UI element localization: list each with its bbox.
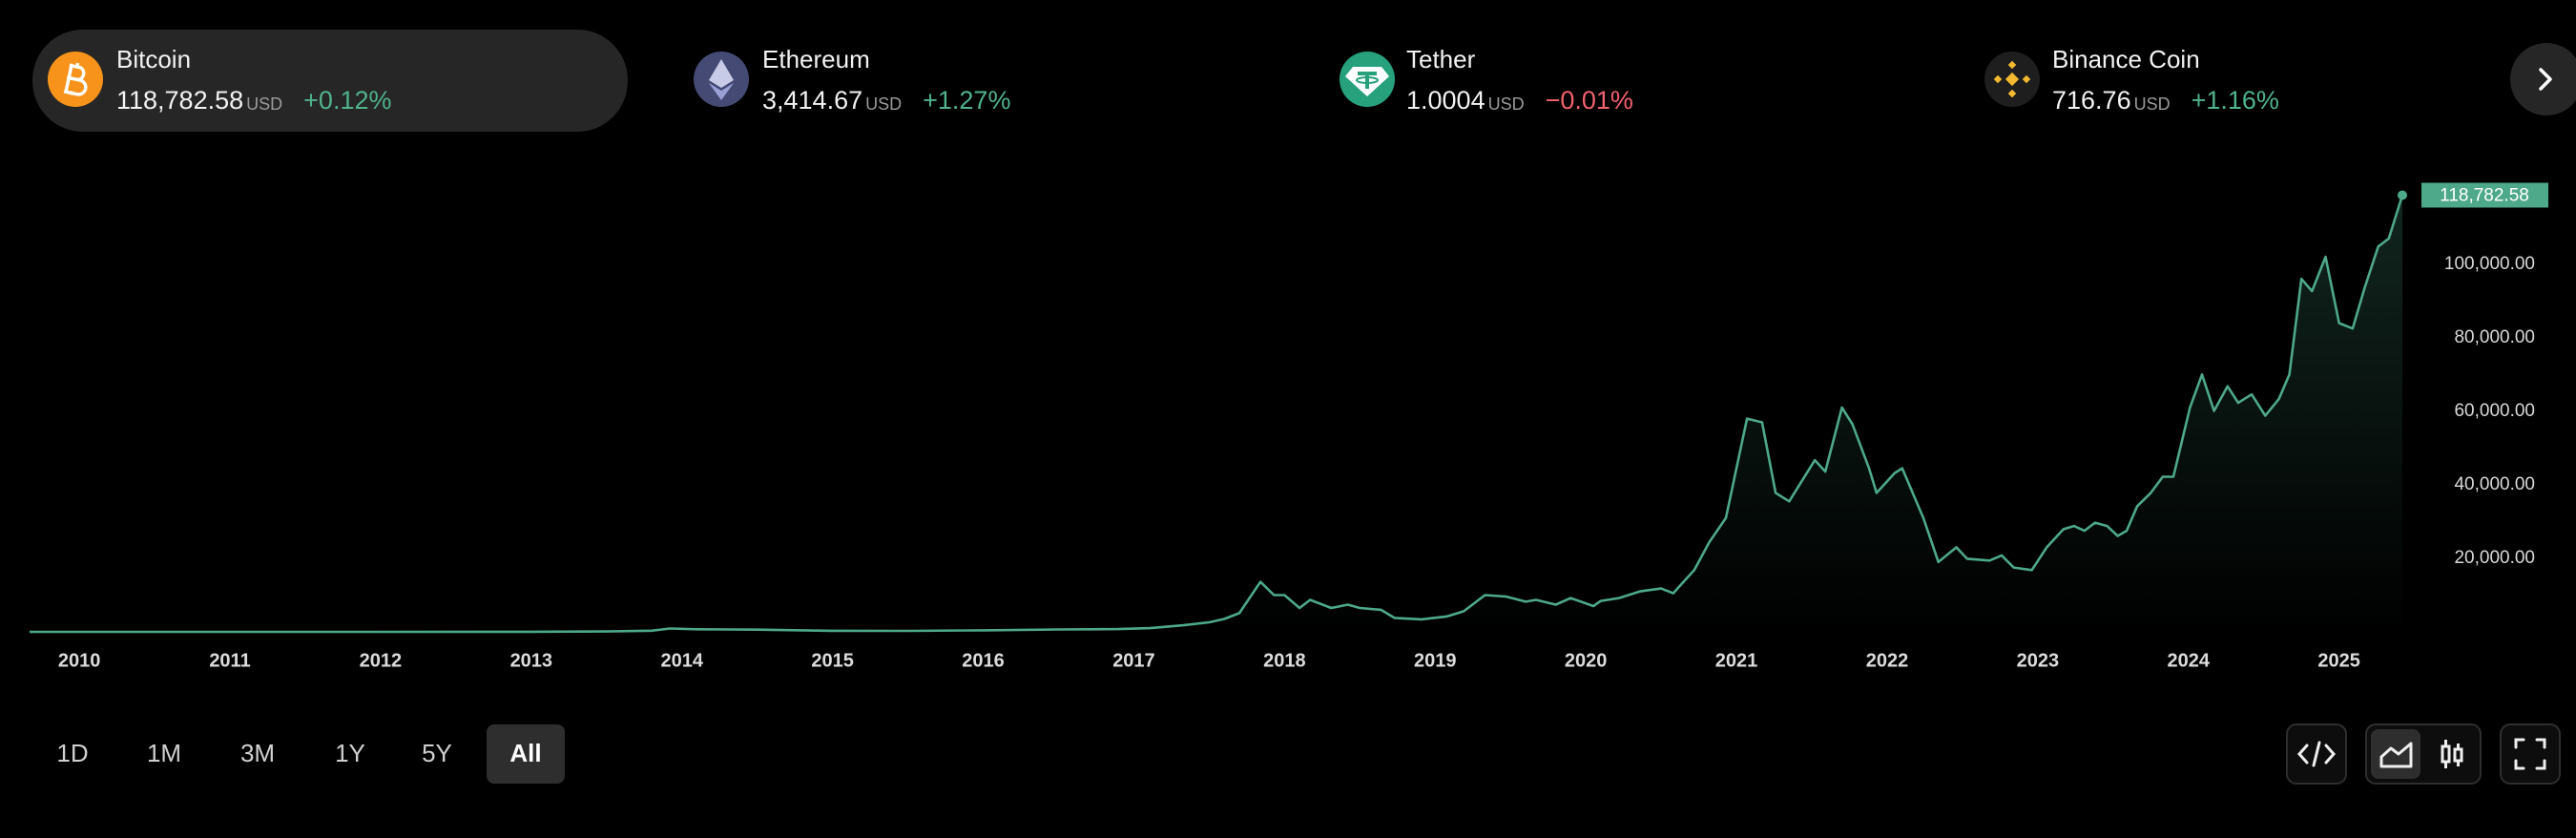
x-tick-label: 2010 <box>58 650 101 671</box>
ticker-price: 118,782.58 <box>116 86 243 115</box>
x-tick-label: 2016 <box>962 650 1005 671</box>
price-line <box>30 195 2404 634</box>
ticker-change: +1.27% <box>923 86 1010 115</box>
range-button[interactable]: 1Y <box>335 739 365 767</box>
x-tick-label: 2018 <box>1263 650 1306 671</box>
bitcoin-icon <box>48 52 103 107</box>
x-tick-label: 2012 <box>360 650 403 671</box>
ticker-unit: USD <box>1488 94 1525 114</box>
tether-icon <box>1340 52 1395 107</box>
y-tick-label: 100,000.00 <box>2444 254 2535 274</box>
ticker-unit: USD <box>865 94 902 114</box>
y-tick-label: 40,000.00 <box>2454 474 2535 494</box>
y-tick-label: 80,000.00 <box>2454 327 2535 347</box>
fullscreen-button[interactable] <box>2500 723 2561 785</box>
next-button[interactable] <box>2510 43 2576 115</box>
x-tick-label: 2020 <box>1565 650 1608 671</box>
y-tick-label: 20,000.00 <box>2454 548 2535 568</box>
x-tick-label: 2013 <box>510 650 553 671</box>
x-tick-label: 2017 <box>1112 650 1155 671</box>
ticker-change: −0.01% <box>1546 86 1633 115</box>
area-style-button[interactable] <box>2371 729 2420 779</box>
ticker-change: +1.16% <box>2192 86 2279 115</box>
ticker-price: 3,414.67 <box>762 86 862 115</box>
price-label: 118,782.58 <box>2440 186 2529 206</box>
ethereum-icon <box>694 52 749 107</box>
chart-style-group <box>2365 723 2482 785</box>
ticker-unit: USD <box>246 94 282 114</box>
x-tick-label: 2011 <box>209 650 250 671</box>
x-tick-label: 2022 <box>1866 650 1909 671</box>
range-button[interactable]: 3M <box>240 739 275 767</box>
ticker-price: 716.76 <box>2052 86 2131 115</box>
range-button[interactable]: 1M <box>147 739 181 767</box>
x-tick-label: 2021 <box>1715 650 1758 671</box>
x-tick-label: 2015 <box>811 650 854 671</box>
range-button[interactable]: 5Y <box>422 739 452 767</box>
x-tick-label: 2019 <box>1414 650 1457 671</box>
ticker-price: 1.0004 <box>1406 86 1485 115</box>
candle-style-button[interactable] <box>2441 740 2463 768</box>
range-button[interactable]: All <box>509 739 541 767</box>
x-tick-label: 2023 <box>2017 650 2060 671</box>
range-button[interactable]: 1D <box>56 739 88 767</box>
ticker-name: Ethereum <box>762 45 870 73</box>
ticker-name: Tether <box>1406 45 1476 73</box>
ticker-change: +0.12% <box>303 86 391 115</box>
embed-button[interactable] <box>2286 723 2347 785</box>
x-tick-label: 2025 <box>2317 650 2360 671</box>
price-label-bg <box>2421 182 2548 208</box>
last-point <box>2398 190 2407 200</box>
ticker-name: Binance Coin <box>2052 45 2200 73</box>
y-tick-label: 60,000.00 <box>2454 401 2535 421</box>
area-fill <box>30 195 2402 632</box>
binance-icon <box>1984 52 2040 107</box>
x-tick-label: 2014 <box>660 650 703 671</box>
ticker-unit: USD <box>2134 94 2171 114</box>
range-active-bg <box>487 724 565 784</box>
x-tick-label: 2024 <box>2168 650 2211 671</box>
ticker-name: Bitcoin <box>116 45 191 73</box>
ticker-selected-bg[interactable] <box>32 30 628 132</box>
